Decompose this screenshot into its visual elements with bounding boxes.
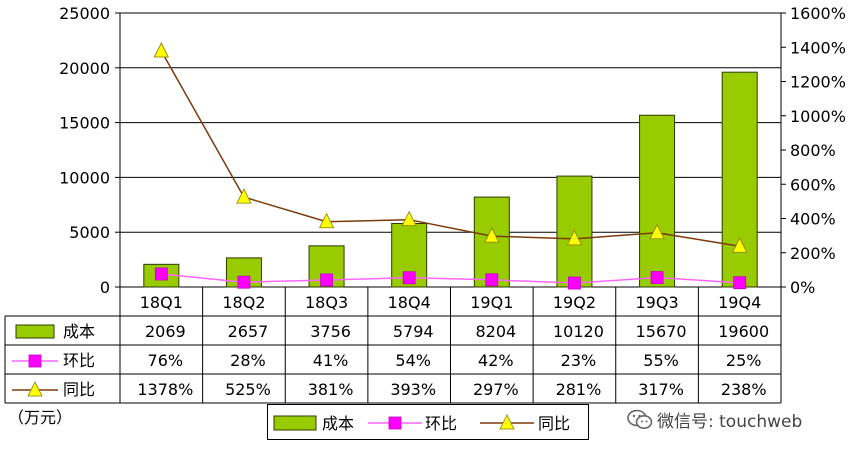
qoq-point [650, 271, 664, 284]
y-left-tick-label: 20000 [59, 59, 110, 78]
legend-key-bar [273, 415, 317, 431]
watermark-text: 微信号: touchweb [657, 412, 803, 432]
bar [639, 114, 676, 288]
table-cell: 23% [561, 351, 597, 370]
yoy-point [484, 227, 500, 243]
bar [721, 71, 758, 288]
table-cell: 2657 [228, 322, 269, 341]
table-cell: 5794 [393, 322, 434, 341]
yoy-point [732, 237, 748, 253]
y-left-tick-label: 10000 [59, 168, 110, 187]
table-cell: 8204 [475, 322, 516, 341]
table-cell: 54% [395, 351, 431, 370]
legend-label-yoy: 同比 [538, 414, 570, 433]
table-cell: 1378% [137, 380, 193, 399]
unit-label: （万元） [8, 408, 73, 427]
category-label: 19Q3 [635, 293, 678, 312]
legend-items: 成本 环比 同比 [273, 414, 570, 433]
table-row-header: 同比 [63, 380, 95, 399]
table-cell: 238% [721, 380, 767, 399]
y-left-tick-label: 15000 [59, 114, 110, 133]
category-label: 18Q1 [140, 293, 183, 312]
table-row-header: 成本 [63, 322, 95, 341]
table-cell: 19600 [718, 322, 769, 341]
qoq-point [733, 276, 747, 290]
yoy-point [318, 212, 335, 229]
table-cell: 381% [308, 380, 354, 399]
wechat-icon [627, 409, 653, 429]
legend: 成本 环比 同比 [267, 404, 589, 440]
table-cell: 25% [726, 351, 762, 370]
yoy-point [566, 229, 583, 246]
category-label: 18Q2 [222, 293, 265, 312]
y-right-tick-label: 1600% [790, 4, 846, 23]
qoq-line [161, 273, 740, 284]
plot-frame [119, 12, 782, 288]
legend-key-yoy-marker [499, 414, 515, 430]
y-right-tick-label: 400% [790, 210, 836, 229]
table-cell: 2069 [145, 322, 186, 341]
table-key-yoy-marker [27, 381, 43, 397]
qoq-point [154, 267, 168, 281]
table-cell: 317% [638, 380, 684, 399]
table-cell: 10120 [553, 322, 604, 341]
table-row-header: 环比 [63, 351, 95, 370]
table-key-bar [15, 324, 55, 339]
table-key-qoq-marker [28, 354, 42, 368]
category-label: 19Q2 [553, 293, 596, 312]
legend-label-qoq: 环比 [425, 414, 457, 433]
y-right-tick-label: 0% [790, 278, 815, 297]
y-left-tick-label: 25000 [59, 4, 110, 23]
category-label: 19Q4 [718, 293, 761, 312]
table-cell: 3756 [310, 322, 351, 341]
table-cell: 55% [643, 351, 679, 370]
table-cell: 525% [225, 380, 271, 399]
qoq-point [402, 271, 416, 285]
table-cell: 297% [473, 380, 519, 399]
y-left-tick-label: 5000 [69, 223, 110, 242]
qoq-point [485, 273, 499, 287]
yoy-point [649, 223, 665, 240]
qoq-point [320, 273, 333, 287]
category-label: 19Q1 [470, 293, 513, 312]
y-left-tick-label: 0 [100, 278, 110, 297]
table-cell: 76% [148, 351, 184, 370]
y-right-tick-label: 600% [790, 175, 836, 194]
qoq-point [237, 275, 251, 289]
category-label: 18Q4 [388, 293, 431, 312]
yoy-line [160, 50, 740, 247]
legend-key-qoq-marker [388, 416, 402, 430]
table-cell: 393% [390, 380, 436, 399]
table-cell: 15670 [636, 322, 687, 341]
y-right-tick-label: 1000% [790, 107, 846, 126]
y-right-tick-label: 200% [790, 244, 836, 263]
y-right-tick-label: 800% [790, 141, 836, 160]
table-cell: 281% [556, 380, 602, 399]
yoy-point [236, 188, 252, 204]
table-cell: 28% [230, 351, 266, 370]
qoq-point [568, 276, 581, 290]
table-cell: 42% [478, 351, 514, 370]
watermark: 微信号: touchweb [627, 407, 802, 432]
yoy-point [153, 42, 169, 58]
yoy-point [401, 210, 417, 227]
y-right-tick-label: 1200% [790, 73, 846, 92]
legend-label-cost: 成本 [322, 414, 354, 433]
y-right-tick-label: 1400% [790, 38, 846, 57]
table-cell: 41% [313, 351, 349, 370]
category-label: 18Q3 [305, 293, 348, 312]
